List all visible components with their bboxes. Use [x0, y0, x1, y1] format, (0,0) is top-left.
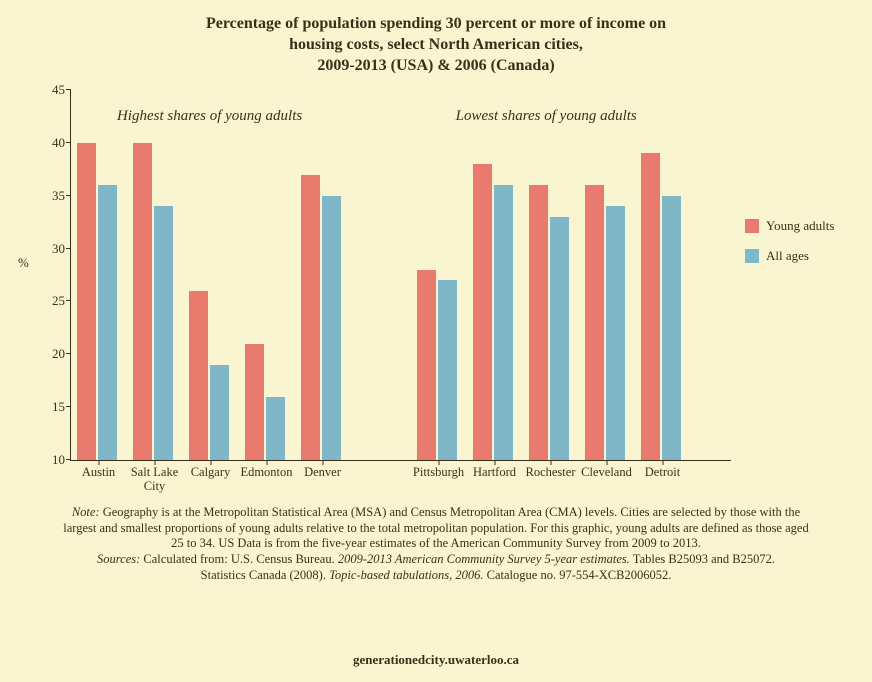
x-tick-label: Hartford [464, 466, 526, 480]
bar [550, 217, 569, 460]
x-tick-label: Pittsburgh [408, 466, 470, 480]
y-tick-label: 10 [31, 452, 65, 468]
source-line: Catalogue no. 97-554-XCB2006052. [484, 568, 672, 582]
bar [417, 270, 436, 460]
bar [210, 365, 229, 460]
x-tick-label: Denver [292, 466, 354, 480]
y-tick-label: 40 [31, 135, 65, 151]
bar [438, 280, 457, 460]
bar [189, 291, 208, 460]
legend-label: All ages [766, 248, 809, 264]
bar [641, 153, 660, 460]
source-line-italic: 2009-2013 American Community Survey 5-ye… [338, 552, 630, 566]
x-tick-label: Cleveland [576, 466, 638, 480]
source-line: Statistics Canada (2008). [201, 568, 329, 582]
x-tick-label: Austin [68, 466, 130, 480]
source-line-italic: Topic-based tabulations, 2006. [329, 568, 483, 582]
bar [98, 185, 117, 460]
y-tick-label: 20 [31, 346, 65, 362]
legend: Young adults All ages [745, 218, 834, 278]
bar [473, 164, 492, 460]
note-prefix: Note: [72, 505, 103, 519]
bar [245, 344, 264, 460]
bar [585, 185, 604, 460]
bar [301, 175, 320, 460]
x-tick-label: Rochester [520, 466, 582, 480]
footnotes: Note: Geography is at the Metropolitan S… [60, 505, 812, 583]
bar [662, 196, 681, 460]
legend-swatch-icon [745, 249, 759, 263]
group-heading: Highest shares of young adults [117, 108, 302, 125]
legend-label: Young adults [766, 218, 834, 234]
legend-item-young-adults: Young adults [745, 218, 834, 234]
x-tick-label: Calgary [180, 466, 242, 480]
y-tick-label: 30 [31, 241, 65, 257]
plot-area: 1015202530354045AustinSalt LakeCityCalga… [70, 90, 731, 461]
group-heading: Lowest shares of young adults [456, 108, 637, 125]
bar [77, 143, 96, 460]
bar [154, 206, 173, 460]
legend-item-all-ages: All ages [745, 248, 834, 264]
x-tick-label: Edmonton [236, 466, 298, 480]
site-credit: generationedcity.uwaterloo.ca [0, 652, 872, 668]
chart-title: Percentage of population spending 30 per… [0, 14, 872, 76]
bar [494, 185, 513, 460]
y-tick-label: 25 [31, 293, 65, 309]
source-line: Tables B25093 and B25072. [630, 552, 775, 566]
note-body: Geography is at the Metropolitan Statist… [63, 505, 808, 550]
bar [606, 206, 625, 460]
bar [266, 397, 285, 460]
legend-swatch-icon [745, 219, 759, 233]
bar [322, 196, 341, 460]
y-tick-label: 15 [31, 399, 65, 415]
x-tick-label: Salt LakeCity [124, 466, 186, 494]
y-tick-label: 35 [31, 188, 65, 204]
x-tick-label: Detroit [632, 466, 694, 480]
y-tick-label: 45 [31, 82, 65, 98]
bar [529, 185, 548, 460]
bar [133, 143, 152, 460]
source-line: Calculated from: U.S. Census Bureau. [143, 552, 337, 566]
y-axis-label: % [18, 255, 29, 271]
chart-container: Percentage of population spending 30 per… [0, 0, 872, 682]
sources-prefix: Sources: [97, 552, 143, 566]
